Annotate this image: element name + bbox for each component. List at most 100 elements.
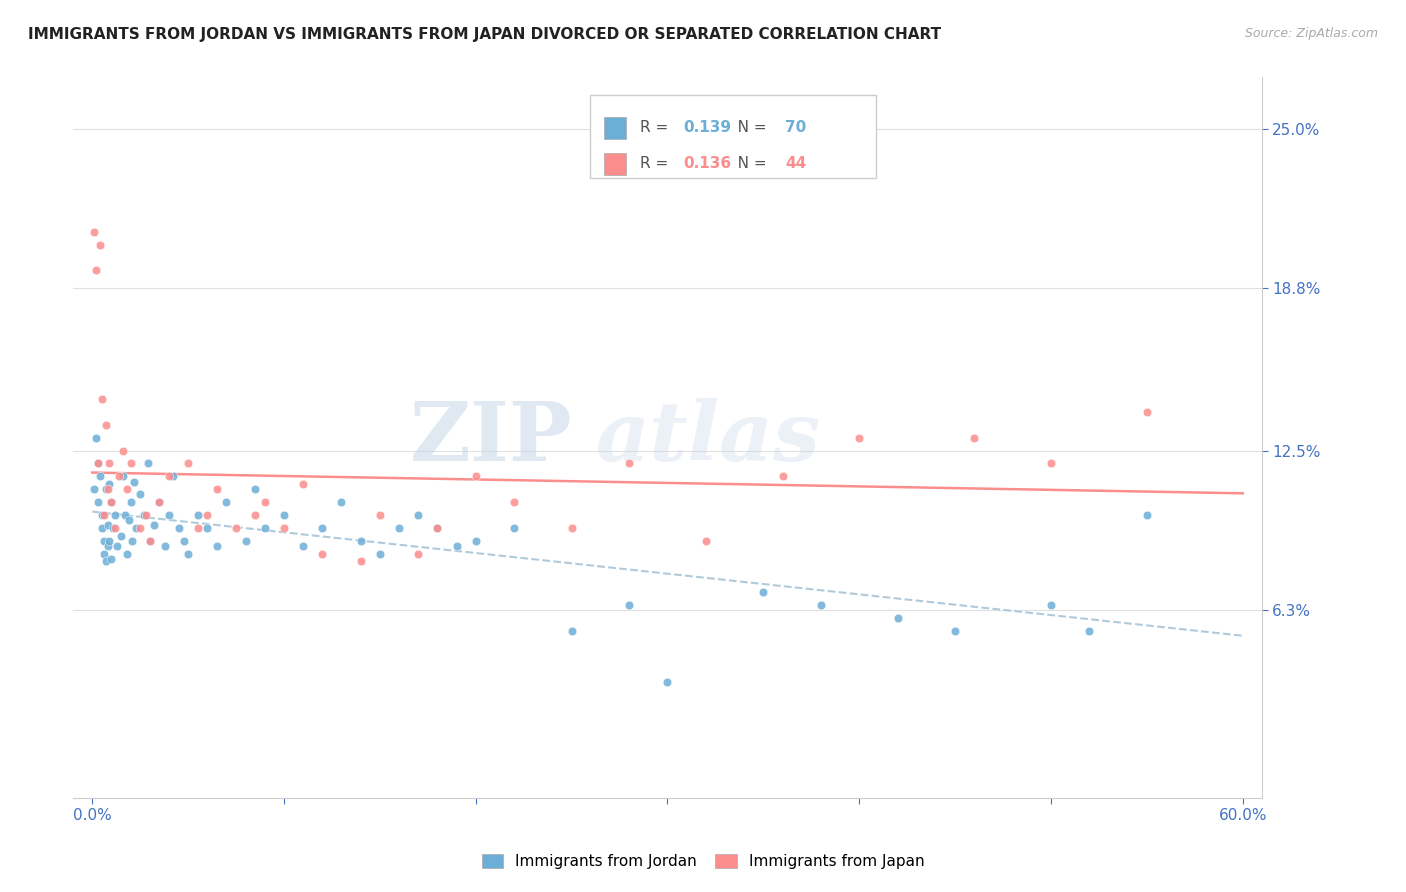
Point (187, 508, 209, 522)
Point (100, 495, 122, 509)
Point (93, 533, 115, 548)
Point (752, 585, 775, 599)
Point (177, 547, 200, 561)
Point (235, 533, 257, 548)
Point (963, 431, 986, 445)
Point (195, 508, 218, 522)
Point (125, 521, 148, 535)
Point (1078, 624, 1101, 638)
Point (195, 521, 218, 535)
Point (115, 482, 138, 496)
Point (426, 521, 449, 535)
Legend: Immigrants from Jordan, Immigrants from Japan: Immigrants from Jordan, Immigrants from … (475, 847, 931, 875)
Point (187, 521, 209, 535)
Point (89, 237, 111, 252)
Point (426, 521, 449, 535)
Point (98, 533, 121, 548)
Point (464, 469, 486, 483)
Point (330, 495, 353, 509)
Point (114, 508, 136, 522)
Text: N =: N = (723, 120, 772, 136)
Point (503, 521, 526, 535)
Text: 44: 44 (785, 156, 807, 171)
Point (157, 469, 180, 483)
Point (1136, 405, 1159, 419)
Point (117, 513, 139, 527)
Point (129, 487, 152, 501)
Point (148, 495, 170, 509)
Text: 0.136: 0.136 (683, 156, 731, 171)
Point (157, 508, 180, 522)
Point (368, 508, 391, 522)
Point (1039, 598, 1062, 612)
Text: R =: R = (640, 156, 673, 171)
Point (503, 495, 526, 509)
Point (388, 521, 411, 535)
Point (94, 482, 117, 496)
Point (96, 539, 118, 553)
Point (100, 551, 122, 566)
Point (368, 547, 391, 561)
Point (111, 443, 134, 458)
Point (87, 457, 110, 471)
Text: R =: R = (640, 120, 673, 136)
Point (93, 508, 115, 522)
Text: N =: N = (723, 156, 772, 171)
Point (205, 539, 228, 553)
Text: ZIP: ZIP (409, 398, 572, 478)
Point (93, 547, 115, 561)
Text: Source: ZipAtlas.com: Source: ZipAtlas.com (1244, 27, 1378, 40)
Point (848, 431, 870, 445)
Point (695, 533, 717, 548)
Point (90, 392, 112, 406)
Point (173, 533, 195, 548)
Point (245, 482, 267, 496)
Point (1039, 457, 1062, 471)
Point (464, 533, 486, 548)
Point (215, 495, 238, 509)
Point (350, 533, 373, 548)
Point (142, 518, 165, 533)
Point (446, 539, 468, 553)
Point (111, 469, 134, 483)
Point (253, 495, 276, 509)
Point (108, 469, 131, 483)
Point (772, 469, 794, 483)
Text: 70: 70 (785, 120, 807, 136)
Point (83, 482, 105, 496)
Point (561, 521, 583, 535)
Point (98, 477, 121, 491)
Point (90, 508, 112, 522)
Point (121, 533, 143, 548)
Point (98, 457, 121, 471)
Point (617, 457, 640, 471)
Point (94, 417, 117, 432)
Point (84, 263, 107, 277)
Point (943, 624, 966, 638)
Point (120, 495, 142, 509)
Point (90, 521, 112, 535)
Point (253, 521, 276, 535)
Point (167, 521, 190, 535)
Text: atlas: atlas (596, 398, 821, 478)
Point (350, 554, 373, 568)
Point (110, 528, 132, 542)
Point (561, 624, 583, 638)
Point (136, 457, 159, 471)
Point (311, 547, 333, 561)
Point (139, 533, 162, 548)
Point (129, 521, 152, 535)
Point (84, 431, 107, 445)
Point (94, 554, 117, 568)
Point (311, 521, 333, 535)
Point (139, 533, 162, 548)
Point (225, 521, 247, 535)
Point (115, 547, 138, 561)
Point (273, 508, 295, 522)
Point (273, 521, 295, 535)
Text: 0.139: 0.139 (683, 120, 731, 136)
Point (292, 477, 315, 491)
Point (810, 598, 832, 612)
Point (83, 225, 105, 239)
Point (105, 539, 128, 553)
